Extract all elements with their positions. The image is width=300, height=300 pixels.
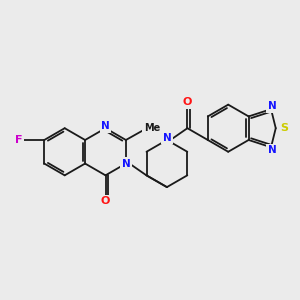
Text: O: O <box>183 97 192 107</box>
Text: N: N <box>268 145 277 155</box>
Text: N: N <box>101 122 110 131</box>
Text: F: F <box>15 135 22 145</box>
Text: N: N <box>163 133 171 142</box>
Text: Me: Me <box>144 123 160 133</box>
Text: S: S <box>280 123 288 133</box>
Text: N: N <box>268 101 277 111</box>
Text: N: N <box>122 158 130 169</box>
Text: O: O <box>101 196 110 206</box>
